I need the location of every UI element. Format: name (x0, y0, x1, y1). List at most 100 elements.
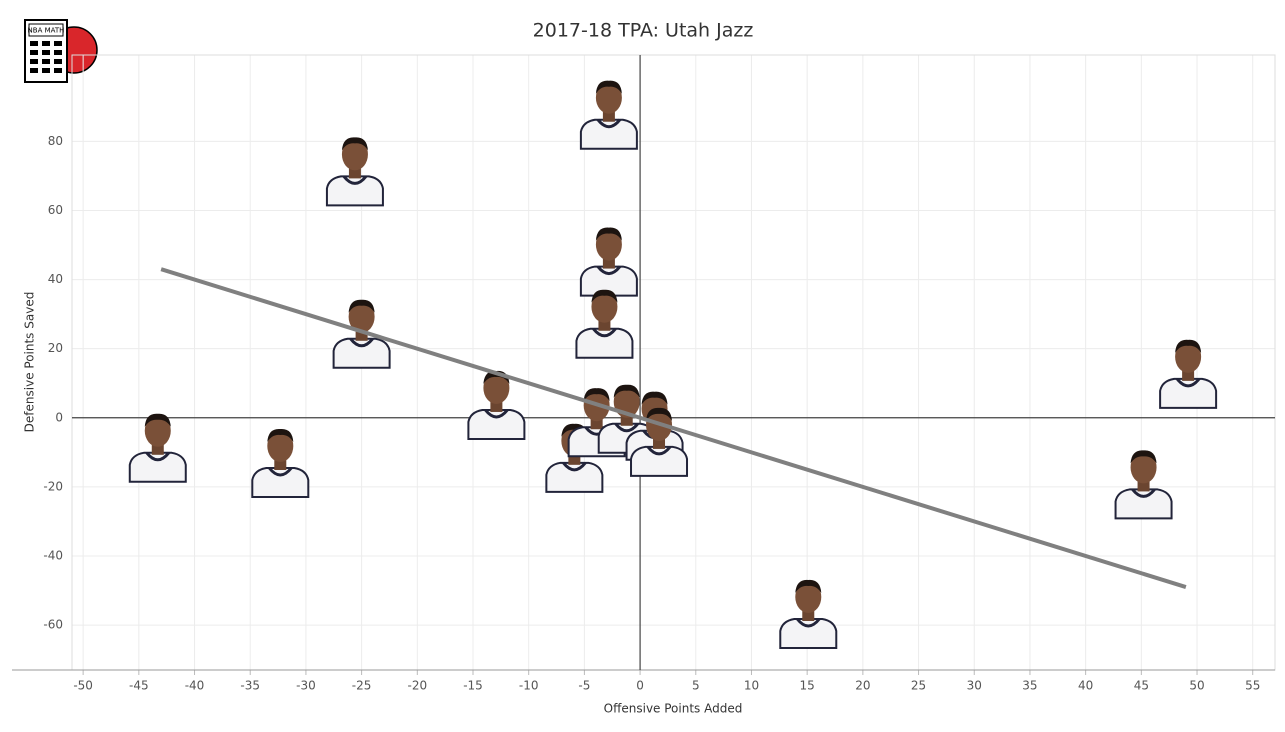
x-tick-label: 25 (911, 679, 926, 693)
hair (267, 428, 294, 443)
head (348, 300, 375, 333)
collar (1131, 488, 1156, 498)
logo: NBA MATH (24, 19, 98, 83)
hair (144, 413, 171, 427)
player-marker (1159, 339, 1218, 409)
collar (342, 175, 368, 185)
jersey (467, 408, 526, 440)
jersey (332, 337, 391, 369)
head (795, 580, 822, 613)
jersey (575, 327, 634, 359)
head (341, 138, 368, 171)
x-tick-label: -10 (519, 679, 539, 693)
jersey (1114, 488, 1173, 520)
x-tick-label: -40 (185, 679, 205, 693)
x-tick-label: -30 (296, 679, 316, 693)
x-tick-label: 5 (692, 679, 700, 693)
hair (1130, 450, 1157, 464)
hair (348, 299, 375, 313)
x-tick-label: 30 (967, 679, 982, 693)
chart-title: 2017-18 TPA: Utah Jazz (533, 20, 754, 42)
player-marker (579, 80, 638, 150)
x-tick-label: 45 (1134, 679, 1149, 693)
collar (145, 451, 170, 462)
head (144, 414, 171, 447)
x-tick-label: 10 (744, 679, 759, 693)
y-tick-label: -60 (43, 618, 63, 632)
hair (795, 579, 822, 593)
hair (641, 391, 668, 405)
jersey (545, 461, 604, 493)
x-tick-label: 50 (1189, 679, 1204, 693)
x-tick-label: -5 (578, 679, 590, 693)
head (595, 81, 622, 114)
jersey (579, 265, 638, 297)
y-tick-label: 80 (48, 134, 63, 148)
y-axis-title: Defensive Points Saved (23, 292, 37, 433)
hair (341, 137, 368, 151)
player-marker (630, 407, 689, 477)
player-marker (128, 413, 187, 483)
head (1130, 451, 1157, 484)
hair (646, 407, 673, 421)
hair (583, 388, 610, 402)
collar (562, 461, 587, 472)
player-marker (579, 227, 638, 297)
logo-keys (30, 41, 62, 73)
collar (596, 265, 622, 276)
x-tick-label: -15 (463, 679, 483, 693)
player-marker (325, 137, 384, 207)
hair (591, 289, 618, 303)
hair (613, 384, 640, 398)
jersey (579, 118, 638, 150)
jersey (630, 445, 689, 477)
x-tick-label: 40 (1078, 679, 1093, 693)
jersey (128, 451, 187, 483)
collar (592, 327, 617, 338)
x-tick-label: -20 (408, 679, 428, 693)
collar (646, 445, 672, 456)
x-tick-label: 35 (1022, 679, 1037, 693)
x-tick-label: -25 (352, 679, 372, 693)
y-tick-label: 0 (55, 410, 63, 424)
x-tick-label: -35 (240, 679, 260, 693)
hair (595, 227, 622, 241)
x-tick-label: -45 (129, 679, 149, 693)
hair (595, 80, 622, 94)
collar (268, 467, 293, 477)
jersey (1159, 377, 1218, 409)
hair (1175, 339, 1202, 353)
x-tick-label: 55 (1245, 679, 1260, 693)
logo-text: NBA MATH (28, 27, 65, 35)
head (595, 228, 622, 261)
x-axis-title: Offensive Points Added (604, 702, 743, 716)
x-tick-label: 0 (636, 679, 644, 693)
head (267, 430, 294, 463)
player-marker (332, 299, 391, 369)
plot-frame (71, 54, 1276, 671)
head (591, 290, 618, 323)
y-tick-label: -20 (43, 479, 63, 493)
collar (614, 422, 639, 433)
y-tick-label: 40 (48, 272, 63, 286)
x-tick-label: -50 (73, 679, 93, 693)
y-tick-label: 20 (48, 341, 63, 355)
jersey (325, 175, 384, 207)
player-marker (1114, 450, 1173, 520)
collar (349, 337, 374, 348)
collar (596, 118, 622, 129)
x-tick-label: 20 (855, 679, 870, 693)
collar (484, 408, 509, 419)
jersey (779, 617, 838, 649)
head (1175, 340, 1202, 373)
collar (1175, 377, 1201, 388)
x-tick-label: 15 (800, 679, 815, 693)
player-marker (575, 289, 634, 359)
y-tick-label: -40 (43, 548, 63, 562)
grid (72, 55, 1275, 670)
head (483, 371, 510, 404)
trend-line (160, 267, 1187, 589)
y-tick-label: 60 (48, 203, 63, 217)
jersey (251, 467, 310, 499)
